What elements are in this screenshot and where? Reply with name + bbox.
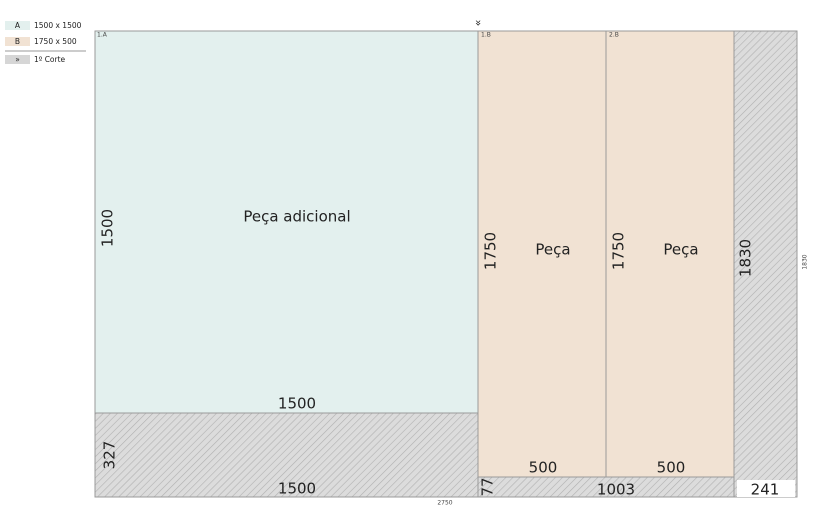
waste-height: 77	[479, 477, 497, 496]
waste	[733, 30, 798, 498]
piece-id: 1.B	[481, 32, 491, 39]
legend-swatch	[5, 37, 30, 46]
sheet-width: 2750	[437, 500, 452, 507]
legend-key: A	[15, 21, 21, 30]
piece-width: 500	[657, 459, 686, 477]
legend-swatch	[5, 55, 30, 64]
piece-name: Peça	[535, 241, 570, 259]
legend-label: 1750 x 500	[34, 37, 77, 46]
waste	[94, 412, 479, 498]
piece-height: 1500	[99, 209, 117, 247]
piece-height: 1750	[482, 232, 500, 270]
piece	[605, 30, 735, 478]
legend: A 1500 x 1500 B 1750 x 500 » 1º Corte	[5, 21, 86, 64]
legend-label: 1º Corte	[34, 55, 66, 64]
piece-width: 1500	[278, 395, 316, 413]
piece	[94, 30, 479, 414]
piece-height: 1750	[610, 232, 628, 270]
piece-id: 1.A	[97, 32, 108, 39]
cut-marker: »	[472, 20, 485, 27]
legend-label: 1500 x 1500	[34, 21, 82, 30]
piece-id: 2.B	[609, 32, 619, 39]
legend-key: »	[15, 55, 20, 64]
piece-name: Peça adicional	[243, 208, 350, 226]
piece	[477, 30, 607, 478]
label-bg	[737, 480, 795, 497]
piece-name: Peça	[663, 241, 698, 259]
waste-height: 327	[101, 441, 119, 470]
waste-width: 1003	[597, 481, 635, 499]
waste-width: 241	[751, 481, 780, 499]
waste-width: 1500	[278, 480, 316, 498]
sheet-height: 1830	[802, 254, 809, 269]
piece-width: 500	[529, 459, 558, 477]
waste-height: 1830	[737, 239, 755, 277]
legend-key: B	[15, 37, 20, 46]
legend-swatch	[5, 21, 30, 30]
